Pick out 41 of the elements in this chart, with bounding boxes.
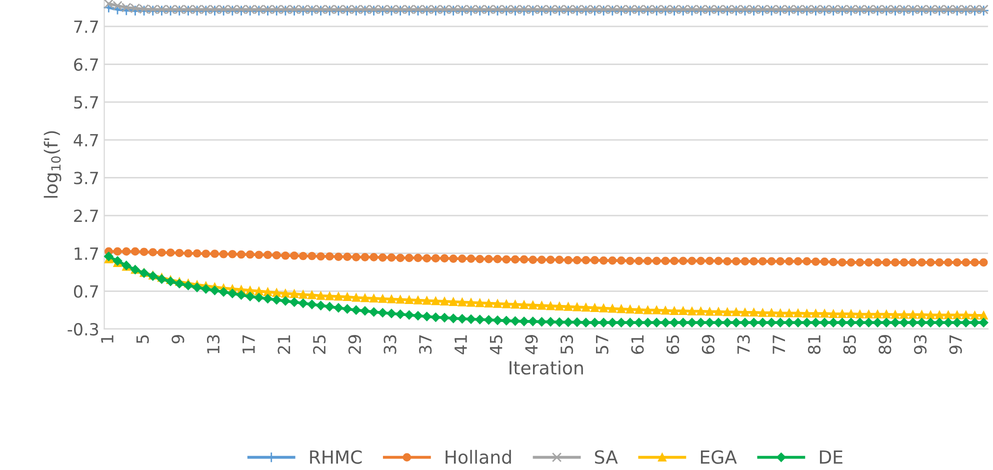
x-tick-label: 57 — [596, 335, 608, 354]
x-tick-label: 1 — [101, 335, 114, 343]
x-tick-label: 25 — [313, 335, 326, 354]
x-tick-label: 41 — [454, 335, 467, 354]
legend-label: EGA — [700, 450, 737, 464]
x-tick-label: 81 — [808, 335, 821, 354]
x-tick-label: 89 — [878, 335, 892, 354]
y-tick-label: 4.7 — [74, 134, 98, 146]
x-tick-label: 21 — [278, 335, 290, 354]
y-tick-label: 2.7 — [74, 210, 98, 222]
legend-label: DE — [820, 450, 842, 464]
x-tick-label: 97 — [949, 335, 962, 354]
x-tick-label: 69 — [702, 335, 714, 354]
y-tick-label: 5.7 — [74, 96, 98, 109]
y-tick-label: 7.7 — [74, 20, 98, 33]
x-tick-label: 9 — [172, 335, 184, 344]
x-tick-label: 53 — [560, 335, 574, 354]
x-tick-label: 29 — [348, 335, 361, 354]
x-tick-label: 77 — [772, 335, 785, 354]
legend-label: RHMC — [310, 450, 362, 464]
legend-label: SA — [594, 450, 618, 464]
x-tick-label: 65 — [666, 335, 680, 354]
y-tick-label: 6.7 — [74, 58, 98, 71]
y-tick-label: 0.7 — [74, 285, 98, 298]
x-tick-label: 85 — [843, 335, 856, 354]
x-tick-label: 93 — [914, 335, 927, 354]
x-tick-label: 33 — [384, 335, 396, 354]
y-axis-title: log$_{10}$(f') — [44, 131, 62, 198]
x-tick-label: 13 — [206, 335, 220, 354]
x-tick-label: 49 — [525, 335, 538, 354]
x-tick-label: 45 — [490, 335, 502, 354]
x-tick-label: 37 — [419, 335, 432, 354]
y-tick-label: 3.7 — [74, 172, 98, 184]
x-tick-label: 17 — [242, 335, 255, 354]
x-tick-label: 5 — [136, 335, 149, 344]
y-tick-label: -0.3 — [68, 322, 98, 336]
legend-label: Holland — [446, 450, 511, 464]
x-axis-title: Iteration — [510, 360, 583, 375]
y-tick-label: 1.7 — [74, 248, 98, 260]
x-tick-label: 61 — [631, 335, 644, 354]
x-tick-label: 73 — [737, 335, 750, 354]
